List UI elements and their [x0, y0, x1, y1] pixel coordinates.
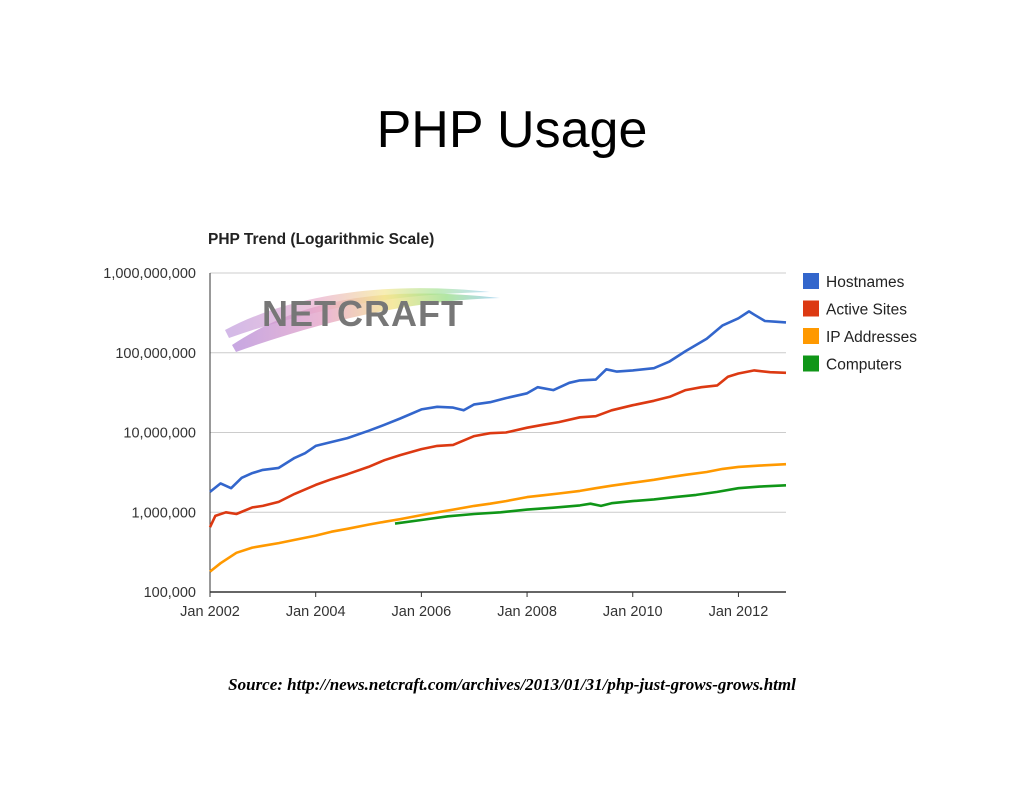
legend-label: IP Addresses	[826, 329, 917, 346]
logo-text: NETCRAFT	[262, 293, 464, 334]
legend-swatch	[803, 273, 819, 289]
series-line-active-sites	[208, 369, 787, 528]
series-line-computers	[394, 484, 787, 525]
source-citation: Source: http://news.netcraft.com/archive…	[228, 675, 796, 694]
series-line-hostnames	[209, 310, 787, 493]
slide-title: PHP Usage	[376, 101, 648, 159]
y-tick-label: 1,000,000	[131, 505, 196, 521]
y-tick-label: 100,000	[144, 585, 196, 601]
y-tick-label: 100,000,000	[115, 346, 196, 362]
legend-label: Active Sites	[826, 302, 907, 319]
x-tick-label: Jan 2006	[392, 604, 452, 620]
y-tick-label: 1,000,000,000	[103, 266, 196, 282]
legend-swatch	[803, 355, 819, 372]
legend-label: Hostnames	[826, 274, 905, 291]
y-tick-label: 10,000,000	[123, 426, 196, 442]
netcraft-logo: NETCRAFT	[225, 288, 500, 352]
chart-title: PHP Trend (Logarithmic Scale)	[208, 231, 434, 248]
x-tick-label: Jan 2002	[180, 604, 240, 620]
legend-swatch	[803, 300, 819, 317]
x-tick-label: Jan 2004	[286, 604, 346, 620]
x-tick-label: Jan 2012	[709, 604, 769, 620]
x-tick-label: Jan 2008	[497, 604, 557, 620]
legend-label: Computers	[826, 357, 902, 374]
x-tick-label: Jan 2010	[603, 604, 663, 620]
series-line-ip-addresses	[209, 462, 787, 573]
legend-swatch	[803, 328, 819, 344]
